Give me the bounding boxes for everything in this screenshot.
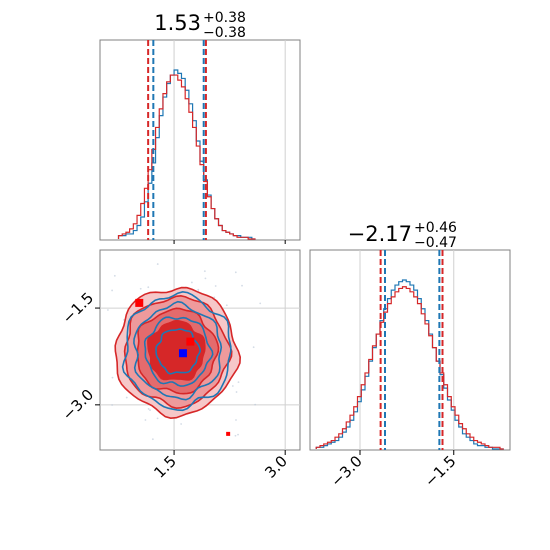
tick-labels: −3.0 −1.5	[327, 450, 460, 491]
sample-point	[190, 281, 193, 284]
sample-point	[235, 391, 238, 393]
sample-point	[259, 302, 262, 305]
sample-point	[125, 396, 128, 399]
panel-hist-param2: −3.0 −1.5 −2.17 +0.46 −0.47	[309, 220, 511, 491]
sample-point	[203, 270, 206, 273]
truth-marker-red	[226, 431, 231, 436]
truth-markers	[135, 298, 231, 436]
sample-point	[156, 263, 159, 265]
sample-point	[252, 346, 255, 349]
sample-point	[254, 403, 257, 406]
sample-point	[234, 434, 237, 437]
sample-point	[237, 381, 240, 384]
sample-point	[231, 385, 234, 387]
sample-point	[197, 288, 200, 291]
sample-point	[113, 274, 116, 277]
sample-point	[151, 438, 154, 441]
x-tick-label: 3.0	[261, 452, 291, 482]
contour-levels	[114, 286, 242, 420]
sample-point	[213, 296, 216, 299]
sample-point	[149, 409, 151, 412]
contour-blue	[133, 300, 223, 401]
sample-point	[111, 289, 114, 292]
histogram-series-red	[117, 74, 256, 240]
sample-point	[111, 404, 114, 406]
truth-marker-blue	[178, 349, 187, 358]
y-tick-label: −1.5	[59, 289, 97, 327]
histogram-series-red	[315, 286, 504, 450]
x-tick-label: −1.5	[421, 452, 459, 490]
title-upper-error: +0.38	[203, 10, 246, 26]
panel-frame	[99, 39, 301, 241]
quantile-lines	[379, 250, 444, 450]
title-median: −2.17	[348, 222, 412, 246]
sample-point	[144, 419, 147, 421]
x-tick-label: 1.5	[150, 452, 180, 482]
truth-marker-red	[186, 337, 195, 346]
title-median: 1.53	[154, 11, 201, 35]
sample-point	[147, 286, 150, 289]
title-lower-error: −0.38	[203, 25, 246, 41]
x-tick-label: −3.0	[327, 452, 365, 490]
panel-frame	[309, 249, 511, 451]
sample-point	[225, 304, 228, 307]
truth-marker-red	[135, 298, 144, 307]
sample-point	[237, 433, 239, 436]
sample-point	[214, 285, 217, 287]
y-tick-label: −3.0	[59, 386, 97, 424]
sample-point	[139, 287, 142, 290]
histogram-step	[315, 286, 504, 450]
sample-point	[156, 417, 159, 420]
panel-joint: 1.5 3.0 −1.5 −3.0	[59, 249, 301, 482]
quantile-lines	[147, 40, 207, 240]
panel-hist-param1: 1.53 +0.38 −0.38	[99, 10, 301, 244]
contour-blue	[143, 316, 214, 387]
contour-blue	[155, 328, 201, 375]
sample-point	[111, 376, 114, 379]
sample-point	[180, 423, 183, 425]
contour-blue	[121, 290, 232, 412]
sample-point	[235, 419, 237, 421]
sample-point	[147, 408, 150, 410]
sample-point	[234, 271, 237, 274]
title-upper-error: +0.46	[414, 220, 457, 236]
sample-point	[107, 309, 109, 311]
sample-point	[204, 277, 207, 280]
sample-point	[241, 284, 243, 287]
histogram-step	[117, 74, 256, 240]
gridlines	[359, 250, 455, 450]
title-lower-error: −0.47	[414, 235, 457, 251]
